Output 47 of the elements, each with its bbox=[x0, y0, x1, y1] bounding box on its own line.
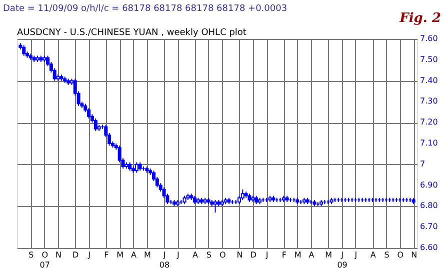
x-tick-label: M bbox=[116, 250, 124, 260]
caption: Fig. 2 bbox=[398, 11, 441, 26]
y-tick-label: 7.40 bbox=[420, 76, 438, 85]
x-tick-label: O 07 bbox=[40, 250, 50, 270]
x-tick-label: M bbox=[144, 250, 151, 260]
x-tick-label: F bbox=[104, 250, 110, 260]
x-tick-label: D bbox=[250, 250, 256, 260]
x-tick-label: J 08 bbox=[159, 250, 170, 270]
x-tick-label: J 09 bbox=[337, 250, 348, 270]
x-tick-label: O bbox=[397, 250, 404, 260]
x-tick-label: M bbox=[294, 250, 302, 260]
y-tick-label: 7.10 bbox=[420, 138, 438, 148]
candlestick bbox=[87, 107, 91, 119]
candlestick bbox=[240, 188, 244, 200]
x-tick-label: O bbox=[219, 250, 226, 260]
x-tick-label: A bbox=[308, 250, 315, 260]
y-tick-label: 6.80 bbox=[420, 201, 438, 210]
x-tick-label: S bbox=[384, 250, 390, 260]
candlestick bbox=[94, 118, 98, 132]
x-tick-label: J bbox=[176, 250, 180, 260]
x-tick-label: A bbox=[130, 250, 137, 260]
candlestick bbox=[134, 162, 138, 174]
y-tick-label: 6.70 bbox=[420, 222, 438, 232]
x-tick-label: M bbox=[325, 250, 332, 260]
x-tick-label: J bbox=[87, 250, 90, 260]
y-tick-label: 7.20 bbox=[420, 118, 438, 127]
y-tick-label: 7.50 bbox=[420, 54, 438, 64]
x-tick-label: J bbox=[354, 250, 358, 260]
y-tick-label: 6.90 bbox=[420, 180, 438, 190]
y-tick-label: 7.30 bbox=[420, 96, 438, 106]
candlestick bbox=[214, 199, 218, 213]
candlestick bbox=[22, 44, 26, 56]
x-tick-label: D bbox=[72, 250, 79, 260]
x-tick-label: S bbox=[206, 250, 212, 260]
y-tick-label: 6.60 bbox=[420, 243, 438, 252]
y-tick-label: 7.60 bbox=[420, 34, 438, 43]
x-tick-label: F bbox=[282, 250, 287, 260]
x-tick-label: N bbox=[236, 250, 243, 260]
chart-title: AUSDCNY - U.S./CHINESE YUAN , weekly OHLC plot bbox=[17, 28, 247, 38]
text: Date = 11/09/09 o/h/l/c = 68178 68178 68178 68178 +0.0003 bbox=[3, 4, 288, 14]
x-tick-label: N bbox=[411, 250, 418, 260]
x-tick-label: A bbox=[370, 250, 376, 260]
x-tick-label: A bbox=[192, 250, 199, 260]
y-tick-label: 7 bbox=[420, 159, 426, 168]
x-tick-label: J bbox=[264, 250, 268, 260]
x-tick-label: S bbox=[28, 250, 34, 260]
x-tick-label: N bbox=[56, 250, 62, 260]
